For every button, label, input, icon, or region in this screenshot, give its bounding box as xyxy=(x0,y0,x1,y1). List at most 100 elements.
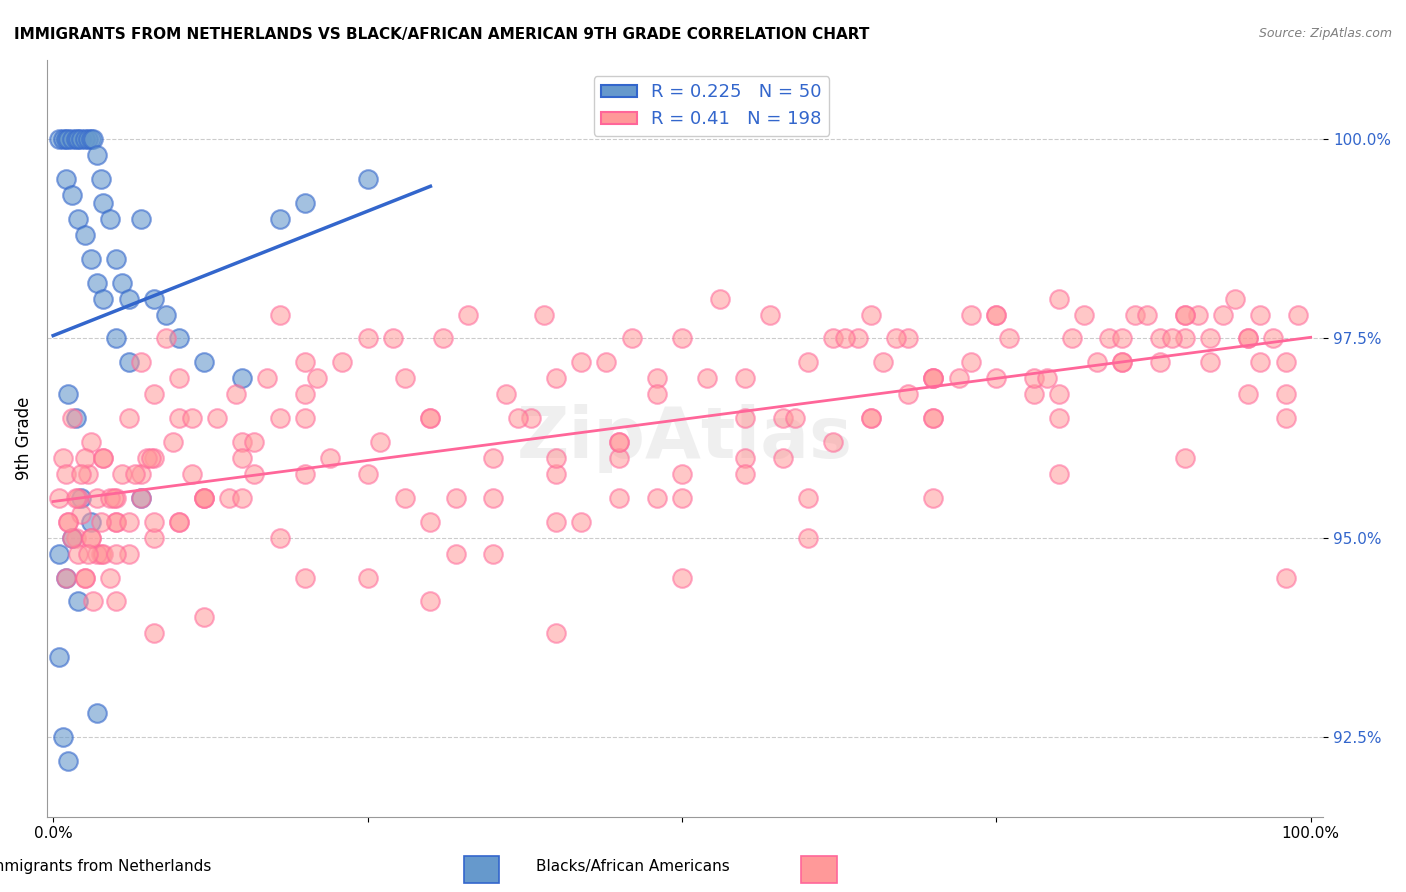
Point xyxy=(48,650,70,665)
Point xyxy=(155,308,177,322)
Point xyxy=(69,507,91,521)
Point xyxy=(998,331,1021,345)
Point xyxy=(55,570,77,584)
Point xyxy=(821,435,844,450)
Point xyxy=(569,515,592,529)
Point xyxy=(294,411,316,425)
Point xyxy=(948,371,970,385)
Point xyxy=(1274,411,1296,425)
Legend: R = 0.225   N = 50, R = 0.41   N = 198: R = 0.225 N = 50, R = 0.41 N = 198 xyxy=(593,76,830,136)
Point xyxy=(495,387,517,401)
Point xyxy=(1047,387,1070,401)
Point xyxy=(922,371,945,385)
Point xyxy=(607,435,630,450)
Point xyxy=(394,371,416,385)
Point xyxy=(294,355,316,369)
Point xyxy=(67,547,90,561)
Point xyxy=(231,450,253,465)
Point xyxy=(419,515,441,529)
Point xyxy=(1123,308,1146,322)
Point xyxy=(86,491,108,505)
Point xyxy=(872,355,894,369)
Point xyxy=(671,491,693,505)
Point xyxy=(356,172,378,186)
Point xyxy=(772,411,794,425)
Point xyxy=(785,411,807,425)
Point xyxy=(52,132,75,146)
Point xyxy=(671,467,693,481)
Point xyxy=(98,570,121,584)
Point xyxy=(231,435,253,450)
Point xyxy=(546,450,568,465)
Point xyxy=(1022,387,1045,401)
Point xyxy=(1060,331,1083,345)
Point xyxy=(922,371,945,385)
Point xyxy=(167,515,190,529)
Point xyxy=(129,467,152,481)
Point xyxy=(80,515,103,529)
Point xyxy=(55,132,77,146)
Point xyxy=(859,411,882,425)
Point xyxy=(129,491,152,505)
Point xyxy=(645,387,668,401)
Point xyxy=(546,467,568,481)
Point xyxy=(1136,308,1159,322)
Point xyxy=(356,331,378,345)
Point xyxy=(734,411,756,425)
Point xyxy=(1274,387,1296,401)
Point xyxy=(136,450,159,465)
Point xyxy=(67,132,90,146)
Text: IMMIGRANTS FROM NETHERLANDS VS BLACK/AFRICAN AMERICAN 9TH GRADE CORRELATION CHAR: IMMIGRANTS FROM NETHERLANDS VS BLACK/AFR… xyxy=(14,27,869,42)
Point xyxy=(734,450,756,465)
Point xyxy=(269,308,291,322)
Point xyxy=(80,531,103,545)
Point xyxy=(1212,308,1234,322)
Point xyxy=(48,547,70,561)
Point xyxy=(520,411,543,425)
Point xyxy=(129,211,152,226)
Point xyxy=(884,331,907,345)
Point xyxy=(1237,387,1260,401)
Point xyxy=(167,411,190,425)
Point xyxy=(80,132,103,146)
Point xyxy=(105,252,128,266)
Point xyxy=(356,467,378,481)
Point xyxy=(52,450,75,465)
Point xyxy=(546,515,568,529)
Point xyxy=(90,172,112,186)
Point xyxy=(294,570,316,584)
Point xyxy=(607,450,630,465)
Point xyxy=(1174,308,1197,322)
Point xyxy=(1249,355,1271,369)
Point xyxy=(1199,331,1222,345)
Point xyxy=(105,594,128,608)
Point xyxy=(294,387,316,401)
Point xyxy=(80,435,103,450)
Point xyxy=(1199,355,1222,369)
Point xyxy=(52,730,75,744)
Point xyxy=(772,450,794,465)
Point xyxy=(1187,308,1209,322)
Point xyxy=(103,491,125,505)
Point xyxy=(111,276,134,290)
Point xyxy=(117,292,139,306)
Point xyxy=(1047,292,1070,306)
Point xyxy=(69,491,91,505)
Point xyxy=(193,355,215,369)
Point xyxy=(696,371,718,385)
Point xyxy=(482,450,505,465)
Point xyxy=(105,515,128,529)
Point xyxy=(65,531,87,545)
Point xyxy=(645,371,668,385)
Point xyxy=(269,531,291,545)
Point xyxy=(93,292,115,306)
Point xyxy=(1149,331,1171,345)
Point xyxy=(48,491,70,505)
Text: Immigrants from Netherlands: Immigrants from Netherlands xyxy=(0,859,212,874)
Point xyxy=(960,308,983,322)
Point xyxy=(65,491,87,505)
Point xyxy=(734,467,756,481)
Point xyxy=(356,570,378,584)
Point xyxy=(1022,371,1045,385)
Point xyxy=(129,355,152,369)
